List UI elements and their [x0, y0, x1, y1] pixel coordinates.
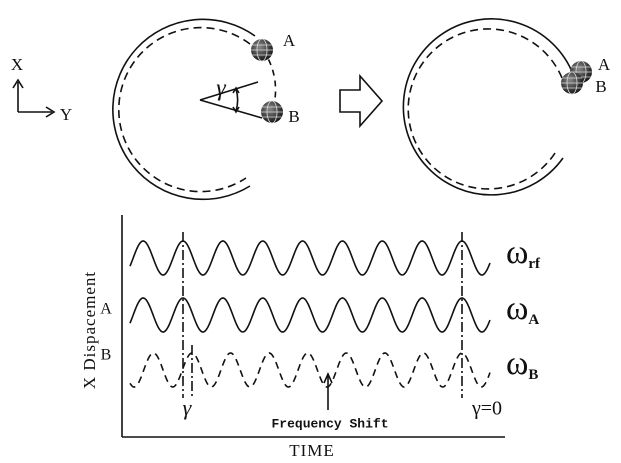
gamma-zero-annotation: γ=0	[471, 398, 502, 420]
omega: ω	[506, 234, 528, 271]
omega-label: ωB	[506, 345, 538, 384]
omega: ω	[506, 290, 528, 327]
gamma-annotation: γ	[183, 395, 193, 420]
shift-annotation: Frequency Shift	[271, 416, 388, 431]
right-ring: A B	[402, 18, 611, 196]
ball-a-label: A	[283, 31, 296, 50]
omega: ω	[506, 345, 528, 382]
wave	[129, 297, 491, 333]
left-ring: A B γ	[112, 18, 300, 201]
wave-plot: X Dispacement TIME A B γ Frequency Shift…	[80, 215, 541, 460]
axis-x-label: X	[11, 55, 23, 74]
row-label: A	[100, 301, 112, 318]
transition-arrow	[339, 73, 384, 129]
y-axis-label: X Dispacement	[80, 271, 99, 389]
row-label: B	[101, 347, 112, 364]
ball-a-label: A	[598, 55, 611, 74]
ball-b-label: B	[288, 107, 299, 126]
ball-b-label: B	[595, 77, 606, 96]
omega-label: ωrf	[506, 234, 541, 273]
subscript: rf	[528, 256, 541, 272]
wave	[129, 240, 491, 276]
subscript: A	[528, 312, 539, 328]
xy-axes: X Y	[11, 55, 72, 124]
angle-label: γ	[216, 76, 226, 102]
subscript: B	[528, 367, 538, 383]
x-axis-label: TIME	[289, 441, 335, 460]
wave	[129, 352, 491, 388]
axis-y-label: Y	[60, 105, 72, 124]
omega-label: ωA	[506, 290, 539, 329]
